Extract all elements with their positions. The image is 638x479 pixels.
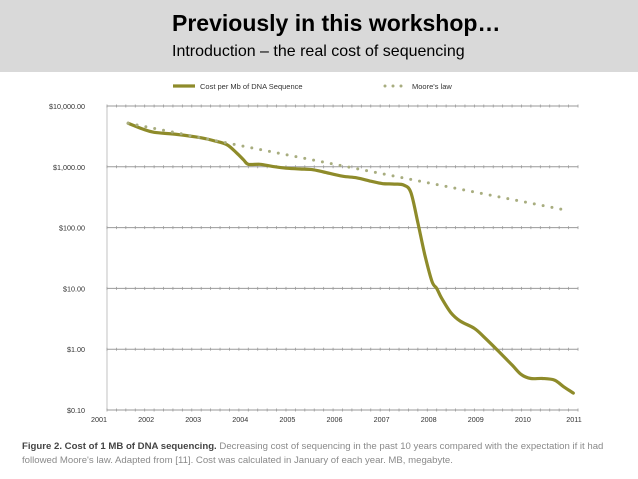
legend-label: Cost per Mb of DNA Sequence (200, 82, 303, 91)
x-tick-label: 2011 (566, 415, 581, 424)
slide-header: Previously in this workshop… Introductio… (0, 0, 638, 72)
x-axis: 2001 2002 2003 2004 2005 2006 2007 2008 2009 2010… (91, 415, 582, 424)
cost-chart: $10,000.00 $1,000.00 $100.00 $10.00 $1.00 $0.… (49, 82, 582, 424)
x-tick-label: 2009 (468, 415, 484, 424)
x-tick-label: 2008 (421, 415, 437, 424)
caption-title: Figure 2. Cost of 1 MB of DNA sequencing… (22, 441, 217, 452)
x-tick-label: 2003 (185, 415, 201, 424)
series-moores-law-line (126, 121, 571, 213)
x-tick-label: 2001 (91, 415, 107, 424)
y-tick-label: $1,000.00 (53, 163, 85, 172)
slide-subtitle: Introduction – the real cost of sequenci… (172, 43, 465, 60)
y-tick-label: $10.00 (63, 284, 85, 293)
legend-label: Moore's law (412, 82, 452, 91)
caption-text: Decreasing cost of sequencing in the pas… (22, 441, 604, 466)
x-tick-label: 2010 (515, 415, 531, 424)
y-tick-label: $1.00 (67, 345, 85, 354)
y-tick-label: $10,000.00 (49, 102, 85, 111)
figure-caption: Figure 2. Cost of 1 MB of DNA sequencing… (22, 440, 622, 468)
x-tick-label: 2002 (138, 415, 154, 424)
y-tick-label: $0.10 (67, 406, 85, 415)
series-cost-line (126, 121, 575, 395)
x-tick-label: 2007 (374, 415, 390, 424)
y-axis: $10,000.00 $1,000.00 $100.00 $10.00 $1.00 $0.… (49, 102, 85, 415)
y-tick-label: $100.00 (59, 224, 85, 233)
x-tick-label: 2006 (327, 415, 343, 424)
x-tick-label: 2004 (232, 415, 248, 424)
chart-grid (106, 104, 579, 412)
x-tick-label: 2005 (279, 415, 295, 424)
chart-series (126, 121, 575, 395)
slide-title: Previously in this workshop… (172, 10, 501, 36)
chart-legend: Cost per Mb of DNA Sequence Moore's law (173, 82, 452, 91)
